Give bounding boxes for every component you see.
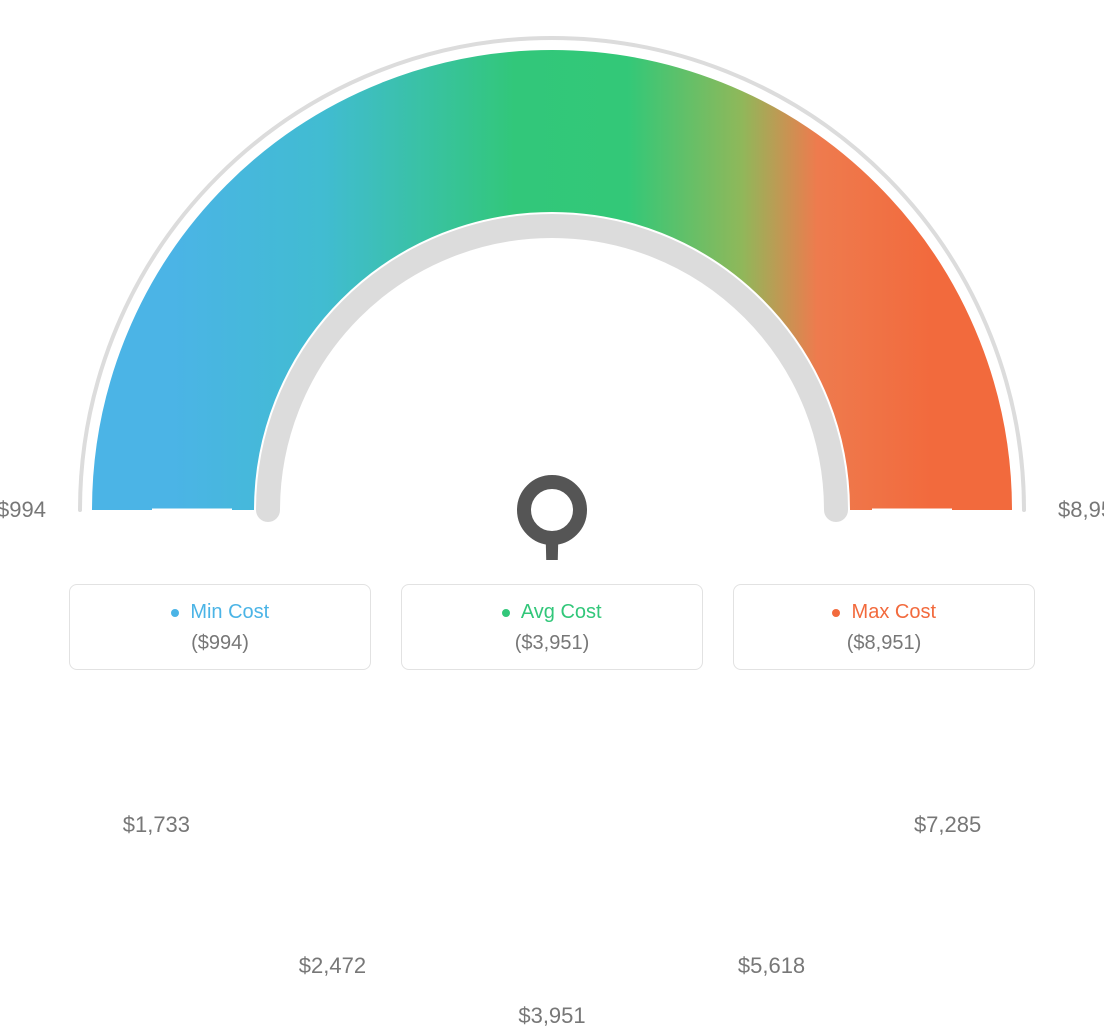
- legend-card-avg: Avg Cost ($3,951): [401, 584, 703, 670]
- legend-card-min: Min Cost ($994): [69, 584, 371, 670]
- gauge-tick-label: $7,285: [914, 812, 981, 838]
- legend-title-max-text: Max Cost: [852, 601, 936, 623]
- legend-title-avg: Avg Cost: [402, 601, 702, 624]
- gauge-tick-label: $994: [0, 497, 46, 523]
- legend-title-min-text: Min Cost: [190, 601, 269, 623]
- legend-card-max: Max Cost ($8,951): [733, 584, 1035, 670]
- legend-title-avg-text: Avg Cost: [521, 601, 602, 623]
- gauge-tick-label: $8,951: [1058, 497, 1104, 523]
- legend-dot-max: [832, 609, 840, 617]
- legend-dot-avg: [502, 609, 510, 617]
- legend-row: Min Cost ($994) Avg Cost ($3,951) Max Co…: [0, 584, 1104, 670]
- gauge-tick-label: $3,951: [518, 1003, 585, 1029]
- legend-value-min: ($994): [70, 632, 370, 655]
- legend-value-avg: ($3,951): [402, 632, 702, 655]
- legend-title-max: Max Cost: [734, 601, 1034, 624]
- gauge-tick-label: $1,733: [123, 812, 190, 838]
- gauge-tick-label: $5,618: [738, 953, 805, 979]
- gauge-tick-label: $2,472: [299, 953, 366, 979]
- gauge-chart: $994$1,733$2,472$3,951$5,618$7,285$8,951: [0, 0, 1104, 560]
- legend-value-max: ($8,951): [734, 632, 1034, 655]
- gauge-svg: [0, 0, 1104, 560]
- legend-dot-min: [171, 609, 179, 617]
- legend-title-min: Min Cost: [70, 601, 370, 624]
